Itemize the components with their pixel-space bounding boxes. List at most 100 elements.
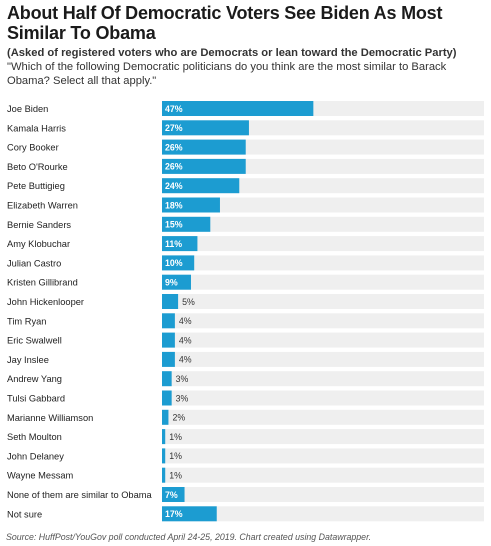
category-label: Pete Buttigieg — [7, 181, 65, 191]
bar-track — [162, 409, 484, 425]
category-label: Eric Swalwell — [7, 336, 62, 346]
bar-row: Eric Swalwell 4% — [7, 332, 484, 348]
category-label: Not sure — [7, 509, 42, 519]
bar-row: Not sure 17% — [7, 506, 484, 522]
bar-row: Kristen Gillibrand 9% — [7, 274, 484, 290]
bar — [162, 216, 211, 232]
bar-track — [162, 255, 484, 271]
bar-row: Andrew Yang 3% — [7, 371, 484, 387]
category-label: John Delaney — [7, 451, 64, 461]
value-label: 26% — [165, 162, 183, 172]
category-label: Tulsi Gabbard — [7, 394, 65, 404]
bar-track — [162, 487, 484, 502]
bar — [162, 120, 249, 136]
bar-row: Amy Klobuchar 11% — [7, 236, 484, 252]
bar — [162, 236, 198, 252]
category-label: Amy Klobuchar — [7, 239, 70, 249]
bar-track — [162, 197, 484, 213]
bar-track — [162, 371, 484, 387]
value-label: 4% — [179, 335, 192, 345]
value-label: 18% — [165, 200, 183, 210]
bar-track — [162, 178, 484, 194]
bar-row: Cory Booker 26% — [7, 139, 484, 155]
category-label: Julian Castro — [7, 258, 61, 268]
category-label: Kamala Harris — [7, 123, 66, 133]
bar — [162, 178, 240, 194]
bar-row: None of them are similar to Obama 7% — [7, 487, 484, 502]
bar-track — [162, 429, 484, 445]
value-label: 11% — [165, 239, 182, 249]
bar-track — [162, 390, 484, 406]
category-label: None of them are similar to Obama — [7, 490, 153, 500]
bar — [162, 294, 179, 309]
bar-row: Elizabeth Warren 18% — [7, 197, 484, 213]
bar-row: John Hickenlooper 5% — [7, 294, 484, 309]
bar-track — [162, 506, 484, 522]
value-label: 24% — [165, 181, 183, 191]
value-label: 17% — [165, 509, 183, 519]
bar — [162, 101, 314, 116]
value-label: 1% — [169, 471, 182, 481]
bar-track — [162, 313, 484, 329]
category-label: Joe Biden — [7, 104, 48, 114]
bar — [162, 332, 175, 348]
bar-track — [162, 216, 484, 232]
bar — [162, 448, 166, 464]
bar — [162, 467, 166, 483]
bar — [162, 506, 217, 522]
bar-row: Wayne Messam 1% — [7, 467, 484, 483]
bar-row: Jay Inslee 4% — [7, 351, 484, 367]
bar-row: Beto O'Rourke 26% — [7, 158, 484, 174]
value-label: 27% — [165, 123, 183, 133]
value-label: 5% — [182, 297, 195, 307]
bar-track — [162, 448, 484, 464]
subtitle-text: "Which of the following Democratic polit… — [7, 61, 447, 87]
subtitle-bold: (Asked of registered voters who are Demo… — [7, 47, 457, 59]
bar-track — [162, 467, 484, 483]
category-label: Jay Inslee — [7, 355, 49, 365]
bar-track — [162, 236, 484, 252]
category-label: Marianne Williamson — [7, 413, 93, 423]
bar-track — [162, 351, 484, 367]
value-label: 2% — [172, 413, 185, 423]
value-label: 4% — [179, 316, 192, 326]
bar-row: Seth Moulton 1% — [7, 429, 484, 445]
bar-row: John Delaney 1% — [7, 448, 484, 464]
category-label: Seth Moulton — [7, 432, 62, 442]
bar-row: Joe Biden 47% — [7, 101, 484, 116]
value-label: 15% — [165, 220, 183, 230]
bar — [162, 197, 220, 213]
bar — [162, 274, 191, 290]
bar — [162, 390, 172, 406]
value-label: 9% — [165, 278, 178, 288]
value-label: 47% — [165, 104, 183, 114]
bar-row: Kamala Harris 27% — [7, 120, 484, 136]
value-label: 7% — [165, 490, 178, 500]
value-label: 10% — [165, 258, 183, 268]
chart-source: Source: HuffPost/YouGov poll conducted A… — [6, 532, 372, 542]
value-label: 3% — [176, 374, 189, 384]
category-label: John Hickenlooper — [7, 297, 84, 307]
category-label: Beto O'Rourke — [7, 162, 68, 172]
bar — [162, 139, 246, 155]
bar — [162, 255, 195, 271]
value-label: 3% — [176, 393, 189, 403]
value-label: 1% — [169, 451, 182, 461]
chart-title: About Half Of Democratic Voters See Bide… — [7, 3, 443, 43]
bar — [162, 313, 175, 329]
bar-row: Tulsi Gabbard 3% — [7, 390, 484, 406]
bar-row: Tim Ryan 4% — [7, 313, 484, 329]
category-label: Tim Ryan — [7, 316, 46, 326]
value-label: 4% — [179, 355, 192, 365]
bar-track — [162, 294, 484, 309]
bar-row: Bernie Sanders 15% — [7, 216, 484, 232]
category-label: Bernie Sanders — [7, 220, 71, 230]
bar-chart: Joe Biden 47% Kamala Harris 27% Cory Booker 2… — [7, 101, 484, 522]
bar — [162, 429, 166, 445]
category-label: Kristen Gillibrand — [7, 278, 78, 288]
chart-subtitle: (Asked of registered voters who are Demo… — [7, 46, 487, 88]
category-label: Wayne Messam — [7, 471, 74, 481]
bar-row: Marianne Williamson 2% — [7, 409, 484, 425]
category-label: Cory Booker — [7, 143, 59, 153]
